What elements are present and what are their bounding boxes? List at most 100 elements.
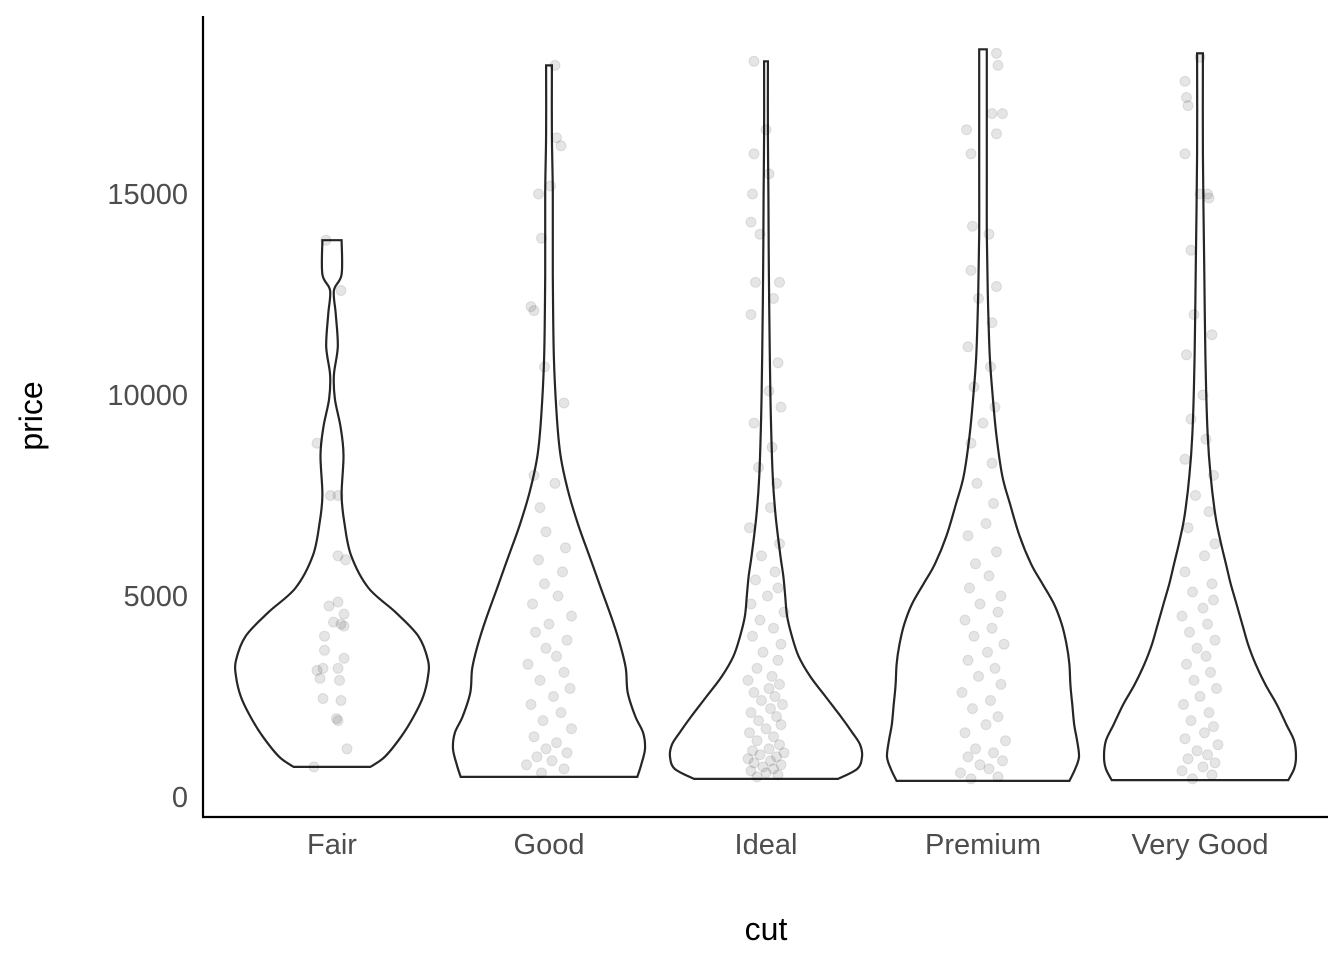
point-ideal-4 bbox=[768, 763, 779, 775]
point-fair-5 bbox=[317, 693, 329, 704]
point-premium-0 bbox=[965, 773, 977, 785]
point-fair-7 bbox=[314, 672, 326, 684]
point-premium-17 bbox=[973, 670, 984, 682]
point-ideal-17 bbox=[768, 731, 779, 743]
point-good-6 bbox=[540, 743, 552, 755]
point-premium-54 bbox=[991, 47, 1002, 59]
point-premium-6 bbox=[962, 751, 974, 763]
point-premium-4 bbox=[974, 759, 986, 771]
point-very-good-38 bbox=[1200, 433, 1212, 445]
point-very-good-25 bbox=[1176, 610, 1188, 622]
point-ideal-53 bbox=[748, 417, 760, 429]
point-ideal-30 bbox=[774, 678, 785, 690]
point-premium-55 bbox=[997, 108, 1008, 120]
point-very-good-52 bbox=[1194, 51, 1206, 63]
x-tick-label-ideal: Ideal bbox=[735, 829, 798, 861]
point-good-11 bbox=[555, 707, 567, 719]
point-fair-15 bbox=[335, 618, 347, 630]
point-ideal-35 bbox=[757, 646, 769, 658]
point-very-good-51 bbox=[1179, 75, 1191, 87]
point-fair-6 bbox=[334, 674, 345, 686]
point-fair-21 bbox=[332, 550, 344, 562]
point-ideal-26 bbox=[756, 695, 767, 706]
point-very-good-5 bbox=[1182, 753, 1194, 765]
point-good-17 bbox=[522, 658, 534, 670]
point-fair-0 bbox=[308, 761, 320, 773]
point-premium-14 bbox=[985, 695, 996, 706]
point-premium-49 bbox=[991, 128, 1002, 140]
point-very-good-6 bbox=[1202, 749, 1213, 761]
point-ideal-10 bbox=[771, 751, 782, 763]
point-good-21 bbox=[530, 626, 541, 638]
point-premium-2 bbox=[955, 767, 966, 779]
point-good-22 bbox=[543, 618, 555, 630]
point-premium-26 bbox=[974, 598, 986, 610]
y-tick-labels: 0 5000 10000 15000 bbox=[107, 179, 188, 814]
point-fair-8 bbox=[311, 664, 323, 676]
point-good-5 bbox=[561, 747, 573, 759]
point-good-15 bbox=[534, 674, 546, 686]
point-premium-20 bbox=[982, 646, 993, 658]
point-good-20 bbox=[561, 634, 573, 646]
point-very-good-3 bbox=[1197, 761, 1209, 773]
point-good-3 bbox=[546, 755, 558, 767]
point-good-28 bbox=[533, 554, 544, 566]
point-good-40 bbox=[545, 180, 556, 192]
point-good-0 bbox=[536, 767, 547, 779]
point-premium-48 bbox=[967, 220, 978, 232]
point-fair-16 bbox=[328, 616, 339, 628]
point-good-35 bbox=[539, 361, 550, 373]
point-ideal-40 bbox=[778, 606, 790, 618]
point-very-good-14 bbox=[1178, 699, 1189, 710]
point-ideal-38 bbox=[768, 622, 779, 634]
x-tick-label-premium: Premium bbox=[925, 829, 1041, 861]
point-ideal-14 bbox=[763, 743, 775, 755]
point-ideal-49 bbox=[765, 502, 776, 514]
violin-ideal bbox=[668, 60, 864, 780]
point-ideal-3 bbox=[745, 765, 757, 777]
point-ideal-20 bbox=[775, 719, 787, 731]
point-ideal-54 bbox=[775, 401, 787, 413]
violin-very-good bbox=[1102, 52, 1298, 782]
point-good-31 bbox=[534, 502, 546, 514]
point-very-good-36 bbox=[1208, 469, 1219, 481]
point-very-good-2 bbox=[1176, 765, 1188, 777]
point-fair-12 bbox=[319, 644, 330, 656]
point-good-36 bbox=[525, 301, 537, 313]
point-premium-37 bbox=[965, 437, 977, 449]
x-tick-label-very-good: Very Good bbox=[1131, 829, 1268, 861]
point-very-good-15 bbox=[1194, 691, 1206, 702]
point-ideal-36 bbox=[775, 638, 787, 650]
point-ideal-67 bbox=[748, 55, 760, 67]
point-good-24 bbox=[527, 598, 538, 610]
point-ideal-23 bbox=[745, 707, 757, 719]
point-very-good-26 bbox=[1197, 602, 1209, 614]
point-fair-14 bbox=[338, 620, 350, 632]
point-very-good-18 bbox=[1205, 666, 1216, 678]
point-good-27 bbox=[557, 566, 568, 578]
point-premium-25 bbox=[992, 606, 1004, 618]
point-premium-5 bbox=[997, 755, 1008, 767]
x-tick-labels: Fair Good Ideal Premium Very Good bbox=[307, 829, 1268, 861]
point-very-good-1 bbox=[1206, 769, 1218, 781]
x-tick-label-fair: Fair bbox=[307, 829, 357, 861]
point-premium-40 bbox=[968, 381, 980, 393]
point-ideal-42 bbox=[762, 590, 773, 602]
point-ideal-16 bbox=[751, 735, 763, 747]
point-premium-30 bbox=[970, 558, 981, 570]
point-very-good-13 bbox=[1203, 707, 1215, 719]
point-ideal-19 bbox=[760, 723, 772, 735]
point-fair-4 bbox=[335, 695, 347, 706]
y-tick-label-5000: 5000 bbox=[123, 581, 188, 613]
point-premium-16 bbox=[995, 678, 1007, 690]
point-very-good-17 bbox=[1188, 674, 1200, 686]
point-ideal-22 bbox=[771, 711, 782, 723]
point-very-good-39 bbox=[1185, 413, 1197, 425]
point-premium-45 bbox=[991, 281, 1002, 292]
point-fair-9 bbox=[317, 662, 329, 674]
point-ideal-27 bbox=[769, 691, 781, 702]
point-good-34 bbox=[558, 397, 570, 409]
point-very-good-9 bbox=[1179, 733, 1191, 745]
point-premium-22 bbox=[968, 630, 980, 642]
point-very-good-28 bbox=[1187, 586, 1198, 598]
